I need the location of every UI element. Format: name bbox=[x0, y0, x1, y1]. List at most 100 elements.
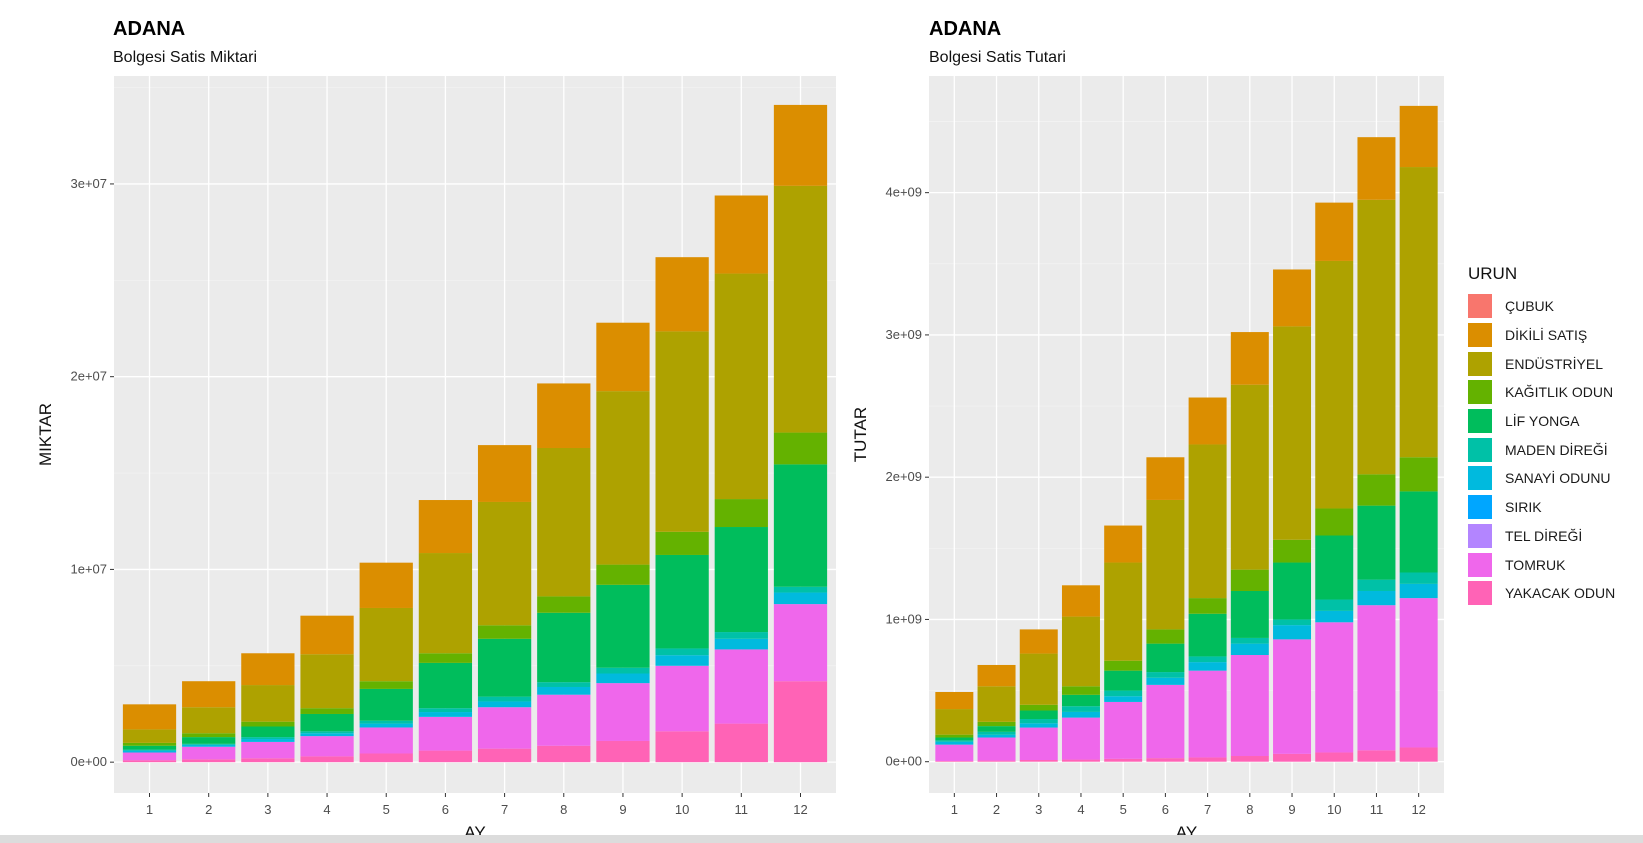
chart1-bar-segment bbox=[418, 708, 473, 713]
chart2-bar-segment bbox=[1230, 637, 1269, 644]
chart2-bar-segment bbox=[1399, 583, 1438, 599]
chart1-bar-segment bbox=[359, 720, 413, 724]
chart1-x-tick-label: 6 bbox=[442, 802, 449, 817]
legend-key bbox=[1468, 437, 1492, 462]
chart2-bar-segment bbox=[1399, 167, 1438, 458]
chart1-bar-segment bbox=[300, 713, 354, 732]
chart1-bar-segment bbox=[537, 596, 591, 613]
chart1-bar-segment bbox=[182, 681, 236, 708]
chart1-bar-segment bbox=[773, 604, 828, 682]
chart2-bar-segment bbox=[1019, 653, 1058, 705]
chart1-y-tick-label: 1e+07 bbox=[70, 561, 107, 576]
chart2-bar-segment bbox=[1061, 759, 1100, 762]
chart1-bar-segment bbox=[300, 731, 354, 734]
chart2-bar-segment bbox=[1104, 562, 1143, 661]
legend-key bbox=[1468, 495, 1492, 520]
chart2-bar-segment bbox=[1146, 457, 1185, 500]
chart2-bar-segment bbox=[935, 737, 974, 741]
chart2-bar-segment bbox=[1273, 326, 1312, 540]
chart1-y-tick-label: 3e+07 bbox=[70, 176, 107, 191]
chart1-bar-segment bbox=[596, 584, 650, 668]
chart1-bar-segment bbox=[182, 759, 236, 763]
chart2-bar-segment bbox=[1273, 562, 1312, 620]
chart1-subtitle: Bolgesi Satis Miktari bbox=[113, 49, 258, 66]
chart2-bar-segment bbox=[935, 744, 974, 761]
legend-label: YAKACAK ODUN bbox=[1505, 585, 1616, 602]
legend-label: MADEN DİREĞİ bbox=[1505, 441, 1608, 458]
chart1-bar-segment bbox=[714, 499, 768, 528]
chart1-x-tick-label: 3 bbox=[264, 802, 271, 817]
chart2-bar-segment bbox=[1399, 491, 1438, 573]
chart1-bar-segment bbox=[182, 733, 236, 738]
chart1-bar-segment bbox=[477, 638, 532, 697]
chart2-x-tick-label: 11 bbox=[1370, 802, 1384, 817]
chart1-bar-segment bbox=[418, 712, 473, 717]
chart1-bar-segment bbox=[359, 688, 413, 721]
chart2-x-tick-label: 9 bbox=[1288, 802, 1295, 817]
chart2-bar-segment bbox=[1357, 505, 1396, 580]
chart1-bar-segment bbox=[182, 746, 236, 760]
chart1-y-axis-title: MIKTAR bbox=[36, 403, 55, 466]
chart1-bar-segment bbox=[596, 564, 650, 585]
chart2-bar-segment bbox=[1230, 643, 1269, 656]
chart1-bar-segment bbox=[359, 681, 413, 689]
chart1-y-tick-label: 2e+07 bbox=[70, 369, 107, 384]
legend-key bbox=[1468, 351, 1492, 376]
legend-label: DİKİLİ SATIŞ bbox=[1505, 327, 1588, 344]
chart2-bar-segment bbox=[1315, 508, 1354, 536]
chart2-bar-segment bbox=[1146, 684, 1185, 759]
chart2-bar-segment bbox=[1146, 643, 1185, 673]
chart2-bar-segment bbox=[1357, 199, 1396, 475]
chart1-bar-segment bbox=[300, 708, 354, 714]
chart1-bar-segment bbox=[122, 742, 177, 746]
chart1-bar-segment bbox=[359, 562, 413, 608]
chart2-bar-segment bbox=[1315, 599, 1354, 611]
chart2-bar-segment bbox=[1230, 756, 1269, 762]
chart1-bar-segment bbox=[596, 391, 650, 565]
chart1-bar-segment bbox=[773, 592, 828, 605]
chart2-bar-segment bbox=[1273, 269, 1312, 327]
chart2-bar-segment bbox=[1146, 677, 1185, 685]
chart2-bar-segment bbox=[977, 734, 1016, 738]
chart2-x-tick-label: 4 bbox=[1077, 802, 1084, 817]
chart2-bar-segment bbox=[1273, 539, 1312, 563]
chart1-bar-segment bbox=[122, 745, 177, 750]
chart2-bar-segment bbox=[1061, 616, 1100, 687]
chart1-bar-segment bbox=[300, 756, 354, 763]
chart2-bar-segment bbox=[1230, 332, 1269, 385]
chart2-y-tick-label: 1e+09 bbox=[885, 611, 922, 626]
chart2-x-tick-label: 3 bbox=[1035, 802, 1042, 817]
legend-key bbox=[1468, 581, 1492, 606]
chart1-bar-segment bbox=[537, 383, 591, 448]
chart2-bar-segment bbox=[1399, 747, 1438, 762]
chart1-bar-segment bbox=[359, 727, 413, 754]
chart2-bar-segment bbox=[1188, 397, 1227, 445]
legend-item: ÇUBUK bbox=[1468, 292, 1615, 321]
chart1-x-tick-label: 7 bbox=[501, 802, 508, 817]
legend-item: TOMRUK bbox=[1468, 550, 1615, 579]
chart1-bar-segment bbox=[596, 673, 650, 684]
legend-item: LİF YONGA bbox=[1468, 407, 1615, 436]
chart1-bar-segment bbox=[122, 760, 177, 763]
legend-item: SIRIK bbox=[1468, 493, 1615, 522]
chart2-bar-segment bbox=[1188, 598, 1227, 614]
chart2-bar-segment bbox=[1273, 753, 1312, 762]
chart2-bar-segment bbox=[1399, 457, 1438, 492]
chart2-bar-segment bbox=[1188, 444, 1227, 599]
legend-item: ENDÜSTRİYEL bbox=[1468, 349, 1615, 378]
chart2-subtitle: Bolgesi Satis Tutari bbox=[929, 49, 1066, 66]
chart2-bar-segment bbox=[1019, 759, 1058, 762]
legend-key bbox=[1468, 294, 1492, 319]
chart1-bar-segment bbox=[122, 729, 177, 743]
chart1-bar-segment bbox=[655, 554, 709, 649]
chart1-x-tick-label: 12 bbox=[793, 802, 807, 817]
chart2-bar-segment bbox=[1273, 639, 1312, 754]
chart1-bar-segment bbox=[300, 615, 354, 655]
chart2-bar-segment bbox=[1315, 535, 1354, 600]
chart1-bar-segment bbox=[122, 750, 177, 753]
chart1-bar-segment bbox=[418, 553, 473, 654]
chart1-bar-segment bbox=[773, 185, 828, 433]
chart1-bar-segment bbox=[714, 723, 768, 763]
chart2-bar-segment bbox=[1019, 723, 1058, 728]
legend-title: URUN bbox=[1468, 264, 1518, 283]
